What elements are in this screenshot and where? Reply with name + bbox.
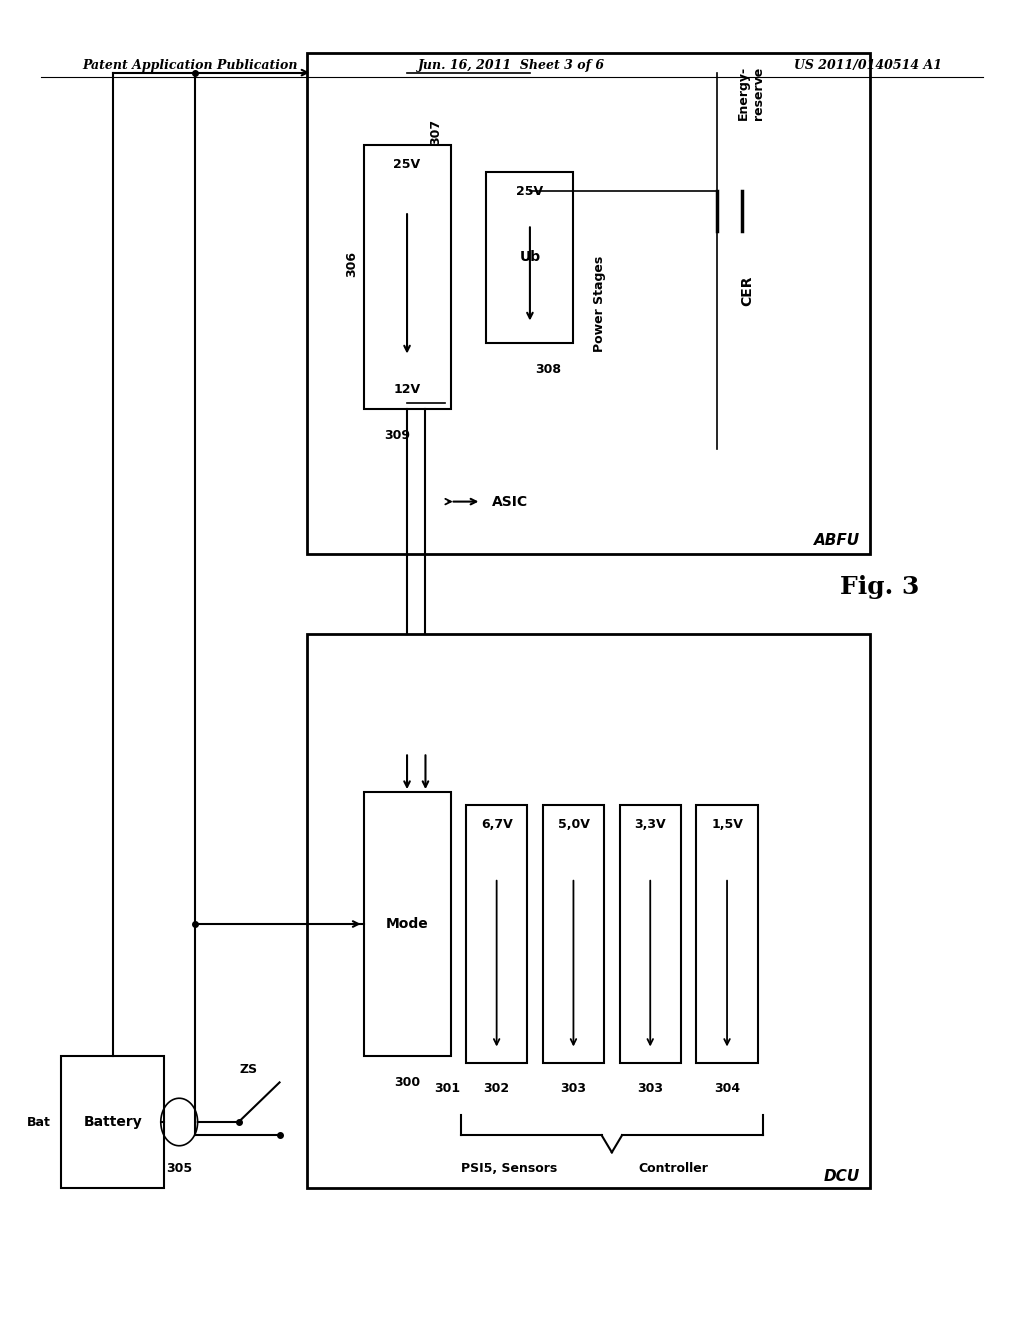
Text: 1,5V: 1,5V [711,818,743,832]
Bar [364,145,451,409]
Text: Controller: Controller [638,1162,709,1175]
Text: ABFU: ABFU [814,533,860,548]
Text: 25V: 25V [516,185,544,198]
Bar [543,805,604,1063]
Bar [61,1056,164,1188]
Bar [307,634,870,1188]
Text: 305: 305 [166,1162,193,1175]
Text: 6,7V: 6,7V [480,818,513,832]
Text: Power Stages: Power Stages [593,256,605,351]
Text: US 2011/0140514 A1: US 2011/0140514 A1 [794,59,942,73]
Text: 307: 307 [429,119,441,145]
Text: Patent Application Publication: Patent Application Publication [82,59,297,73]
Text: CER: CER [740,275,755,306]
Text: 25V: 25V [393,158,421,172]
Bar [364,792,451,1056]
Text: 12V: 12V [393,383,421,396]
Text: DCU: DCU [824,1170,860,1184]
Bar [620,805,681,1063]
Text: Fig. 3: Fig. 3 [840,576,920,599]
Text: 5,0V: 5,0V [557,818,590,832]
Text: 303: 303 [560,1082,587,1096]
Text: Bat: Bat [28,1115,51,1129]
Text: 304: 304 [714,1082,740,1096]
Text: Battery: Battery [83,1115,142,1129]
Text: Ub: Ub [519,251,541,264]
Bar [486,172,573,343]
Text: 303: 303 [637,1082,664,1096]
Bar [466,805,527,1063]
Text: Jun. 16, 2011  Sheet 3 of 6: Jun. 16, 2011 Sheet 3 of 6 [419,59,605,73]
Text: ZS: ZS [240,1063,258,1076]
Text: Energy-
reserve: Energy- reserve [737,66,765,120]
Text: 3,3V: 3,3V [635,818,666,832]
Text: Mode: Mode [386,917,428,931]
Text: 309: 309 [384,429,410,442]
Text: ASIC: ASIC [492,495,527,508]
Text: 301: 301 [434,1082,461,1096]
Text: 308: 308 [535,363,561,376]
Text: 300: 300 [394,1076,420,1089]
Text: 306: 306 [345,251,358,277]
Text: PSI5, Sensors: PSI5, Sensors [462,1162,557,1175]
Bar [307,53,870,554]
Bar [696,805,758,1063]
Text: 302: 302 [483,1082,510,1096]
